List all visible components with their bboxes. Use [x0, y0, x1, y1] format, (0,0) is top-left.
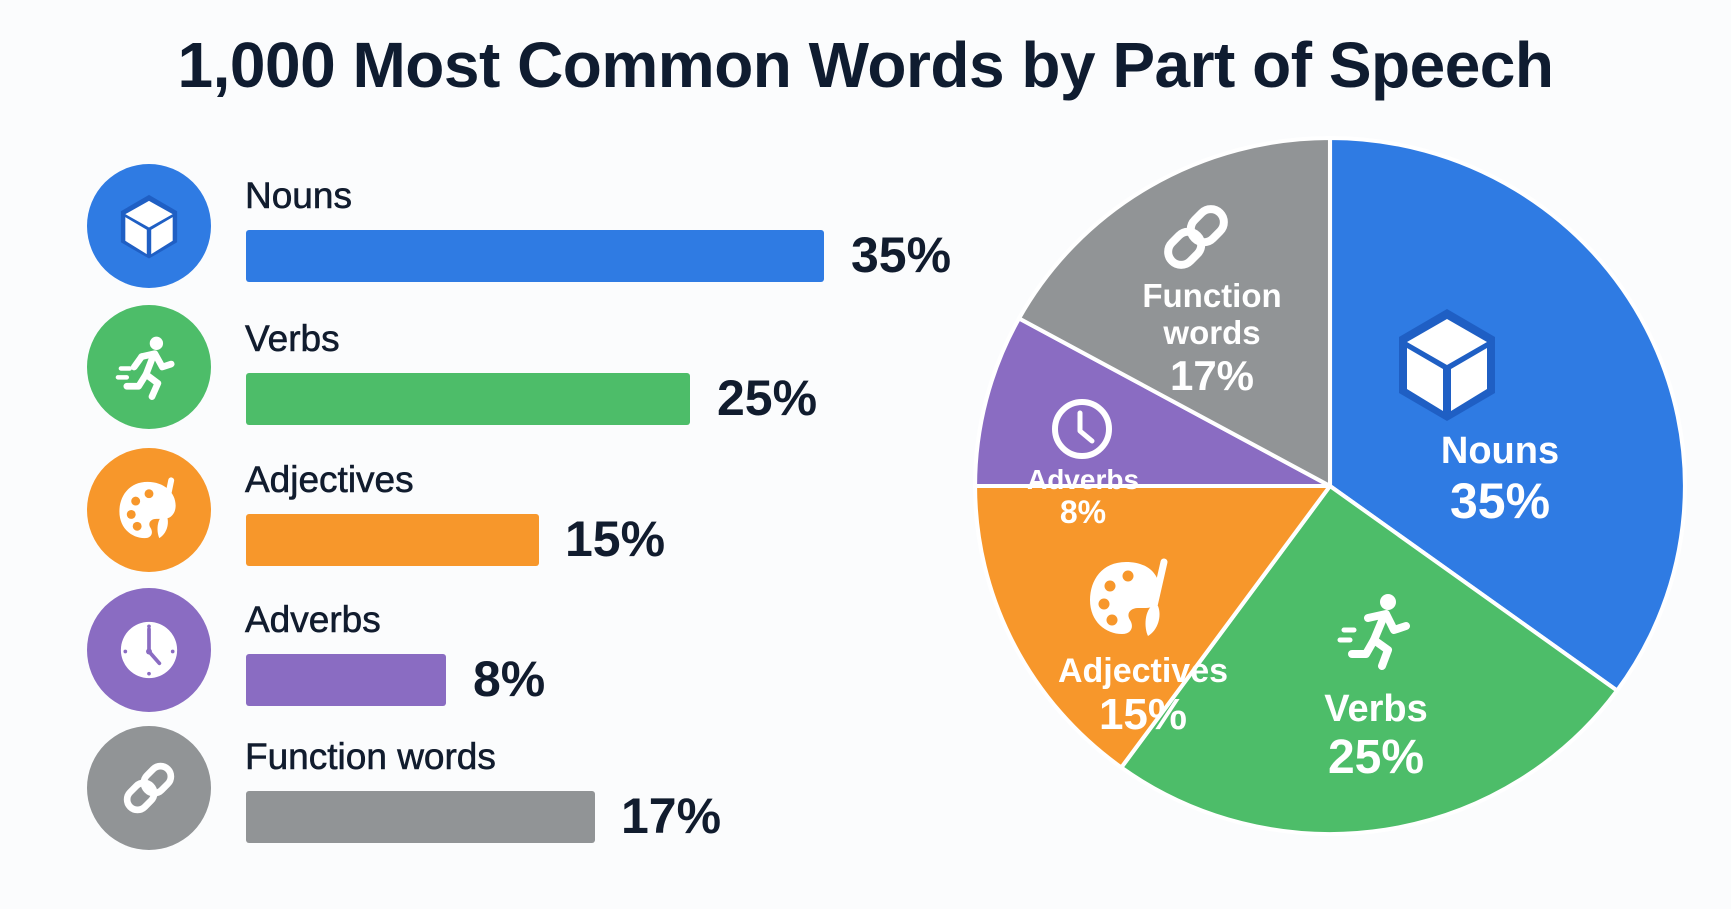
- pie-label-function-words-line2: words: [1163, 313, 1261, 351]
- bar-value-function-words: 17%: [621, 788, 722, 844]
- bar-row-verbs: Verbs 25%: [0, 0, 960, 429]
- bar-row-adverbs: Adverbs 8%: [0, 0, 960, 712]
- pie-slice-verbs: [1119, 484, 1620, 836]
- bar-row-nouns: Nouns 35%: [0, 0, 960, 288]
- pie-label-function-words-line1: Function: [1142, 277, 1282, 314]
- bar-nouns: [246, 230, 824, 282]
- pie-slice-function-words: [1016, 136, 1333, 488]
- pie-label-nouns-name: Nouns: [1440, 430, 1560, 472]
- bar-label-function-words: Function words: [245, 736, 496, 778]
- link-icon: [123, 762, 175, 814]
- pie-label-verbs-name: Verbs: [1324, 688, 1428, 730]
- pie-label-adjectives: Adjectives 15%: [1058, 652, 1228, 739]
- pie-label-adverbs-value: 8%: [1059, 494, 1107, 531]
- bar-function-words: [246, 791, 595, 843]
- bar-value-adjectives: 15%: [565, 511, 666, 567]
- pie-slice-adverbs: [973, 316, 1333, 488]
- bar-label-adverbs: Adverbs: [245, 599, 381, 641]
- bar-value-verbs: 25%: [717, 370, 818, 426]
- pie-label-verbs: Verbs 25%: [1324, 688, 1428, 784]
- function-words-icon-badge: [87, 726, 211, 850]
- bar-verbs: [246, 373, 690, 425]
- pie-label-nouns-value: 35%: [1449, 472, 1551, 529]
- bar-label-adjectives: Adjectives: [245, 459, 414, 501]
- pie-clock-icon: [1052, 399, 1112, 459]
- cube-icon: [120, 194, 178, 259]
- adjectives-icon-badge: [87, 448, 211, 572]
- pie-cube-icon: [1399, 309, 1495, 421]
- pie-palette-icon: [1090, 558, 1168, 636]
- pie-running-person-icon: [1337, 594, 1410, 670]
- bar-label-nouns: Nouns: [245, 175, 353, 217]
- pie-label-function-words: Function words 17%: [1142, 277, 1282, 399]
- pie-label-adverbs-name: Adverbs: [1026, 464, 1140, 495]
- pie-label-function-words-value: 17%: [1169, 351, 1255, 399]
- bar-value-nouns: 35%: [851, 227, 952, 283]
- pie-label-adjectives-name: Adjectives: [1057, 652, 1229, 690]
- bar-value-adverbs: 8%: [473, 651, 546, 707]
- pie-link-icon: [1164, 205, 1228, 269]
- chart-title: 1,000 Most Common Words by Part of Speec…: [177, 29, 1554, 101]
- running-person-icon: [115, 336, 175, 400]
- bar-label-verbs: Verbs: [245, 318, 340, 360]
- verbs-icon-badge: [87, 305, 211, 429]
- pie-label-adverbs: Adverbs 8%: [1027, 464, 1139, 531]
- pie-slice-nouns: [1327, 136, 1687, 693]
- palette-icon: [119, 477, 176, 539]
- adverbs-icon-badge: [87, 588, 211, 712]
- clock-icon: [120, 621, 178, 679]
- bar-adverbs: [246, 654, 446, 706]
- bar-adjectives: [246, 514, 539, 566]
- pie-label-adjectives-value: 15%: [1098, 690, 1188, 740]
- pie-label-nouns: Nouns 35%: [1441, 430, 1559, 529]
- bar-row-function-words: Function words 17%: [0, 0, 960, 850]
- nouns-icon-badge: [87, 164, 211, 288]
- pie-label-verbs-value: 25%: [1327, 730, 1425, 784]
- bar-row-adjectives: Adjectives 15%: [0, 0, 960, 572]
